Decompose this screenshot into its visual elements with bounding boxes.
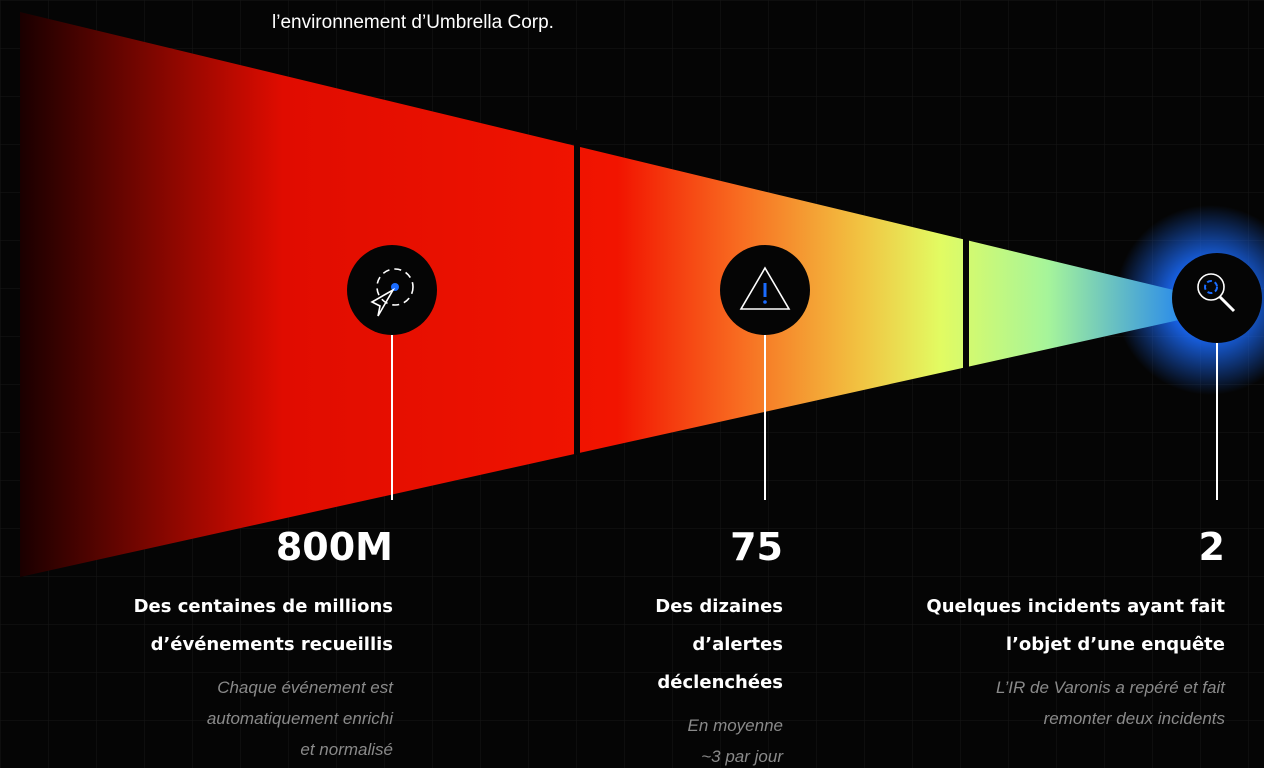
funnel: [20, 12, 1215, 577]
stage-number: 800M: [275, 525, 393, 569]
icon-investigate: [1172, 253, 1262, 343]
stage-note: Chaque événement est automatiquement enri…: [73, 672, 393, 765]
header-text: l’environnement d’Umbrella Corp.: [272, 12, 554, 33]
note-line: En moyenne: [687, 716, 783, 735]
note-line: L’IR de Varonis a repéré et fait: [995, 678, 1225, 697]
title-line: Des dizaines: [655, 596, 783, 617]
title-line: d’alertes: [692, 634, 783, 655]
stage-number: 75: [730, 525, 783, 569]
note-line: et normalisé: [300, 740, 393, 759]
title-line: Des centaines de millions: [133, 596, 393, 617]
title-line: déclenchées: [657, 672, 783, 693]
icon-alert: [720, 245, 810, 335]
title-line: l’objet d’une enquête: [1005, 634, 1225, 655]
stage-note: En moyenne ~3 par jour: [583, 710, 783, 768]
title-line: d’événements recueillis: [150, 634, 393, 655]
note-line: ~3 par jour: [701, 747, 783, 766]
note-line: Chaque événement est: [217, 678, 393, 697]
stage-title: Quelques incidents ayant fait l’objet d’u…: [865, 588, 1225, 664]
title-line: Quelques incidents ayant fait: [926, 596, 1225, 617]
stage-number: 2: [1198, 525, 1225, 569]
note-line: remonter deux incidents: [1043, 709, 1225, 728]
stage-note: L’IR de Varonis a repéré et fait remonter…: [865, 672, 1225, 734]
stage-title: Des centaines de millions d’événements re…: [73, 588, 393, 664]
icon-events: [347, 245, 437, 335]
stage-title: Des dizaines d’alertes déclenchées: [583, 588, 783, 702]
note-line: automatiquement enrichi: [206, 709, 393, 728]
